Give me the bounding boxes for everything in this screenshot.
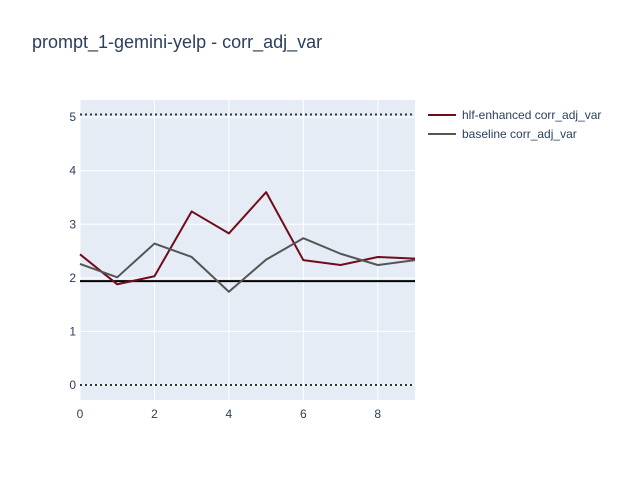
series-lines [79, 191, 416, 293]
y-tick-label: 5 [69, 110, 76, 124]
series-line-2 [79, 237, 416, 293]
x-tick-label: 0 [77, 407, 84, 421]
series-line-1 [79, 191, 416, 286]
y-tick-label: 4 [69, 164, 76, 178]
legend[interactable]: hlf-enhanced corr_adj_var baseline corr_a… [428, 108, 601, 141]
legend-label: baseline corr_adj_var [462, 127, 577, 141]
x-tick-label: 6 [300, 407, 307, 421]
grid-lines [79, 100, 415, 400]
plot-background [80, 100, 415, 400]
x-tick-label: 8 [374, 407, 381, 421]
chart-title: prompt_1-gemini-yelp - corr_adj_var [32, 32, 323, 52]
y-axis-ticks: 0 1 2 3 4 5 [69, 110, 76, 392]
y-tick-label: 1 [69, 324, 76, 338]
x-axis-ticks: 0 2 4 6 8 [77, 407, 382, 421]
y-tick-label: 2 [69, 271, 76, 285]
x-tick-label: 4 [226, 407, 233, 421]
y-tick-label: 0 [69, 378, 76, 392]
y-tick-label: 3 [69, 217, 76, 231]
x-tick-label: 2 [151, 407, 158, 421]
legend-label: hlf-enhanced corr_adj_var [462, 108, 601, 122]
